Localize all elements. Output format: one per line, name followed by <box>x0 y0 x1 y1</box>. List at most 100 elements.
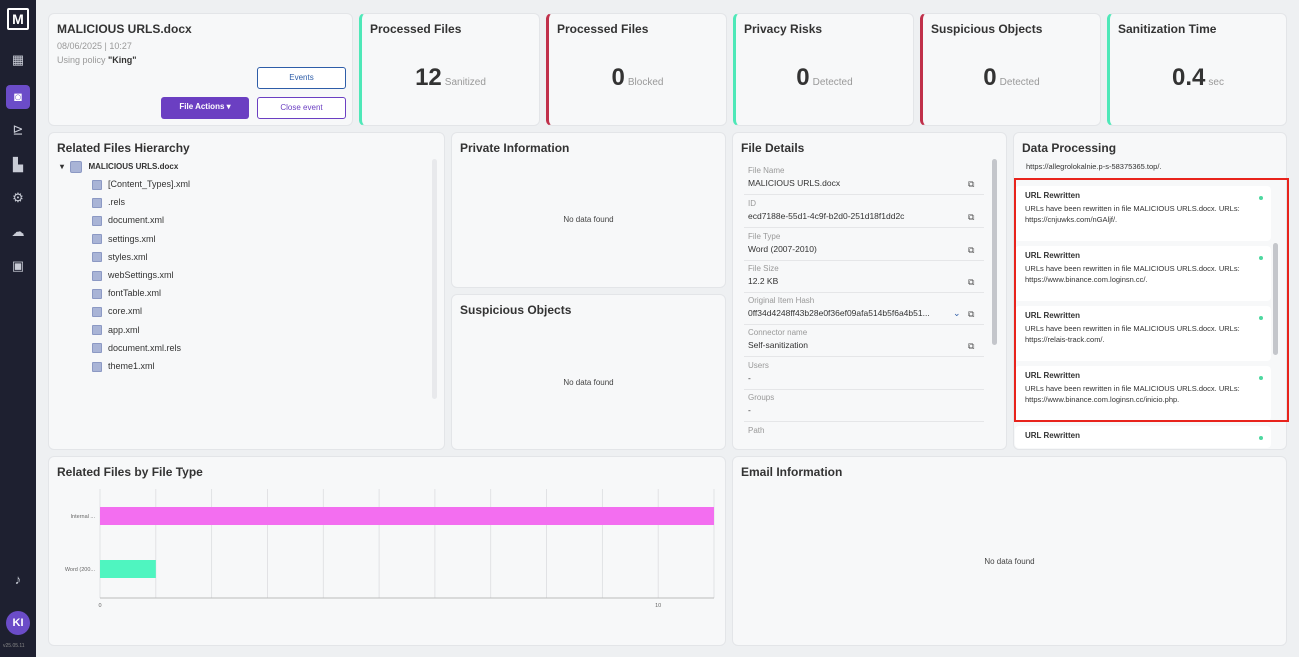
dp-event-heading: URL Rewritten <box>1025 251 1080 260</box>
stat-title: Suspicious Objects <box>931 22 1043 36</box>
dp-event-item[interactable]: URL Rewritten URLs have been rewritten in… <box>1015 366 1271 421</box>
file-actions-button[interactable]: File Actions ▾ <box>161 97 249 119</box>
analytics-icon[interactable]: ▙ <box>13 157 23 172</box>
file-icon[interactable]: ◙ <box>6 85 30 109</box>
status-dot-icon <box>1259 316 1263 320</box>
by-type-title: Related Files by File Type <box>57 465 203 479</box>
xml-file-icon <box>92 361 102 372</box>
stat-value-row: 0.4 sec <box>1110 64 1286 92</box>
field-label: Connector name <box>748 328 808 337</box>
stat-unit: Detected <box>999 77 1040 88</box>
tree-item[interactable]: webSettings.xml <box>92 270 174 281</box>
xml-file-icon <box>92 343 102 354</box>
field-label: Users <box>748 361 769 370</box>
tree-item[interactable]: settings.xml <box>92 234 156 245</box>
field-label: Path <box>748 426 765 435</box>
docx-file-icon <box>70 161 83 173</box>
field-value: - <box>748 373 751 383</box>
email-info-card: Email Information No data found <box>732 456 1287 646</box>
copy-icon[interactable]: ⧉ <box>968 309 975 319</box>
settings-icon[interactable]: ⚙ <box>12 190 24 205</box>
policy-name: "King" <box>108 55 137 65</box>
tree-item[interactable]: .rels <box>92 197 125 208</box>
field-value: Self-sanitization <box>748 340 809 350</box>
hierarchy-scrollbar[interactable] <box>432 159 437 399</box>
chart-bar <box>100 560 156 578</box>
tree-item[interactable]: fontTable.xml <box>92 288 161 299</box>
field-value: 0ff34d4248ff43b28e0f36ef09afa514b5f6a4b5… <box>748 308 930 318</box>
highlight-box <box>1014 178 1289 422</box>
xml-file-icon <box>92 325 102 336</box>
app-logo[interactable]: M <box>7 8 29 30</box>
sidebar: M ▦ ◙ ⊵ ▙ ⚙ ☁ ▣ ♪ KI v25.05.11 <box>0 0 36 657</box>
stat-title: Processed Files <box>370 22 462 36</box>
suspicious-card: Suspicious Objects No data found <box>451 294 726 450</box>
dp-top-url: https://allegrolokalnie.p-s-58375365.top… <box>1026 162 1162 171</box>
caret-down-icon[interactable]: ▾ <box>60 162 65 172</box>
tree-item-label: styles.xml <box>108 251 148 262</box>
dp-event-item[interactable]: URL Rewritten URLs have been rewritten in… <box>1015 186 1271 241</box>
copy-icon[interactable]: ⧉ <box>968 245 975 255</box>
email-info-empty: No data found <box>984 557 1035 566</box>
private-info-empty: No data found <box>563 215 614 224</box>
events-button[interactable]: Events <box>257 67 346 89</box>
close-event-button[interactable]: Close event <box>257 97 346 119</box>
field-value: Word (2007-2010) <box>748 244 817 254</box>
field-label: ID <box>748 199 756 208</box>
policy-line: Using policy "King" <box>57 55 137 65</box>
chart-bar <box>100 507 714 525</box>
field-divider <box>744 421 984 422</box>
private-info-card: Private Information No data found <box>451 132 726 288</box>
file-details-title: File Details <box>741 141 805 155</box>
tree-item[interactable]: core.xml <box>92 306 143 318</box>
dashboard-icon[interactable]: ▦ <box>11 52 25 67</box>
email-info-title: Email Information <box>741 465 843 479</box>
hierarchy-card: Related Files Hierarchy <box>48 132 445 450</box>
report-icon[interactable]: ▣ <box>11 258 25 273</box>
private-info-title: Private Information <box>460 141 570 155</box>
chart-icon[interactable]: ⊵ <box>12 122 24 137</box>
status-dot-icon <box>1259 196 1263 200</box>
xml-file-icon <box>92 216 102 227</box>
dp-event-item[interactable]: URL Rewritten URLs have been rewritten in… <box>1015 306 1271 361</box>
field-value: 12.2 KB <box>748 276 779 286</box>
dp-event-item[interactable]: URL Rewritten <box>1015 426 1271 448</box>
copy-icon[interactable]: ⧉ <box>968 179 975 189</box>
tree-item[interactable]: styles.xml <box>92 252 148 263</box>
stat-card-privacy: Privacy Risks 0 Detected <box>733 13 914 126</box>
bell-icon[interactable]: ♪ <box>14 572 22 587</box>
tree-item[interactable]: app.xml <box>92 325 140 336</box>
copy-icon[interactable]: ⧉ <box>968 341 975 351</box>
tree-item-label: document.xml <box>108 215 165 226</box>
tree-root-label: MALICIOUS URLS.docx <box>88 162 179 172</box>
cloud-icon[interactable]: ☁ <box>11 224 25 239</box>
field-label: Original Item Hash <box>748 296 815 305</box>
tree-item[interactable]: document.xml <box>92 215 165 227</box>
field-label: Groups <box>748 393 775 402</box>
stat-value-row: 0 Detected <box>736 64 913 92</box>
tree-item-label: core.xml <box>108 306 143 317</box>
status-dot-icon <box>1259 436 1263 440</box>
xml-file-icon <box>92 234 102 245</box>
dp-event-item[interactable]: URL Rewritten URLs have been rewritten in… <box>1015 246 1271 301</box>
chevron-down-icon[interactable]: ⌄ <box>953 308 961 318</box>
stat-card-suspicious: Suspicious Objects 0 Detected <box>920 13 1101 126</box>
stat-unit: Blocked <box>627 77 664 88</box>
stat-value: 0 <box>611 64 625 91</box>
file-details-scrollbar[interactable] <box>992 159 997 345</box>
field-divider <box>744 227 984 228</box>
status-dot-icon <box>1259 376 1263 380</box>
tree-item[interactable]: theme1.xml <box>92 361 155 372</box>
user-avatar[interactable]: KI <box>6 611 30 635</box>
tree-root[interactable]: ▾ MALICIOUS URLS.docx <box>60 161 178 173</box>
stat-unit: Detected <box>812 77 853 88</box>
tree-item[interactable]: document.xml.rels <box>92 343 181 354</box>
copy-icon[interactable]: ⧉ <box>968 277 975 287</box>
dp-scroll-thumb[interactable] <box>1273 243 1278 355</box>
tree-item[interactable]: [Content_Types].xml <box>92 179 190 190</box>
copy-icon[interactable]: ⧉ <box>968 212 975 222</box>
stat-value-row: 0 Blocked <box>549 64 726 92</box>
field-divider <box>744 324 984 325</box>
suspicious-title: Suspicious Objects <box>460 303 572 317</box>
tree-item-label: fontTable.xml <box>108 288 162 299</box>
